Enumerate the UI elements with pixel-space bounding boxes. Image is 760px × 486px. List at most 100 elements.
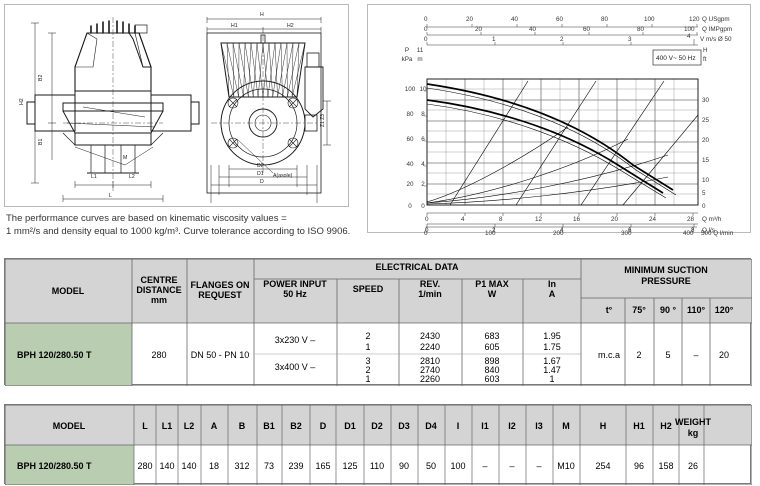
- svg-text:0: 0: [408, 203, 412, 210]
- svg-text:4: 4: [421, 161, 425, 168]
- svg-text:W: W: [488, 289, 497, 299]
- svg-text:DN 50 - PN 10: DN 50 - PN 10: [191, 350, 250, 360]
- svg-text:–: –: [509, 461, 514, 471]
- svg-text:Z1 Z3: Z1 Z3: [320, 114, 326, 127]
- svg-text:2: 2: [421, 181, 425, 188]
- svg-text:1: 1: [365, 342, 370, 352]
- svg-text:10: 10: [419, 86, 427, 93]
- svg-text:DISTANCE: DISTANCE: [136, 285, 181, 295]
- svg-text:605: 605: [484, 342, 499, 352]
- svg-text:158: 158: [658, 461, 673, 471]
- svg-text:–: –: [693, 350, 698, 360]
- svg-text:165: 165: [315, 461, 330, 471]
- svg-text:M10: M10: [557, 461, 575, 471]
- svg-text:312: 312: [234, 461, 249, 471]
- svg-text:11: 11: [417, 47, 424, 54]
- svg-text:0: 0: [424, 26, 428, 33]
- svg-text:5: 5: [665, 350, 670, 360]
- svg-text:1.95: 1.95: [543, 331, 561, 341]
- svg-text:125: 125: [342, 461, 357, 471]
- svg-text:D2: D2: [257, 163, 264, 169]
- svg-text:60: 60: [556, 16, 564, 23]
- svg-text:26: 26: [688, 461, 698, 471]
- svg-text:80: 80: [601, 16, 609, 23]
- svg-text:B1: B1: [38, 139, 44, 145]
- svg-text:24: 24: [649, 216, 657, 223]
- svg-text:I: I: [457, 421, 460, 431]
- svg-text:25: 25: [702, 117, 710, 124]
- svg-text:m: m: [417, 56, 422, 63]
- svg-text:MINIMUM SUCTION: MINIMUM SUCTION: [624, 265, 708, 275]
- svg-text:30: 30: [702, 97, 710, 104]
- svg-text:110°: 110°: [687, 305, 706, 315]
- svg-text:0: 0: [424, 36, 428, 43]
- svg-text:60: 60: [406, 136, 414, 143]
- svg-text:D: D: [260, 179, 264, 185]
- svg-text:3: 3: [628, 36, 632, 43]
- svg-text:D1: D1: [344, 421, 356, 431]
- svg-text:40: 40: [529, 26, 537, 33]
- svg-text:m.c.a: m.c.a: [598, 350, 620, 360]
- svg-text:P1 MAX: P1 MAX: [475, 279, 509, 289]
- svg-text:H: H: [600, 421, 607, 431]
- svg-text:90 °: 90 °: [660, 305, 677, 315]
- svg-text:L1: L1: [91, 174, 97, 180]
- svg-text:Q m³/h: Q m³/h: [702, 216, 722, 223]
- svg-text:B: B: [239, 421, 246, 431]
- svg-text:100: 100: [485, 230, 496, 237]
- svg-text:2430: 2430: [420, 331, 440, 341]
- svg-text:ELECTRICAL DATA: ELECTRICAL DATA: [376, 262, 459, 272]
- svg-text:H2: H2: [287, 23, 294, 29]
- svg-text:18: 18: [209, 461, 219, 471]
- svg-text:100: 100: [405, 86, 416, 93]
- svg-text:REQUEST: REQUEST: [198, 290, 242, 300]
- svg-text:140: 140: [181, 461, 196, 471]
- svg-text:2240: 2240: [420, 342, 440, 352]
- svg-text:4: 4: [687, 33, 691, 40]
- svg-text:B1: B1: [263, 421, 275, 431]
- svg-text:28: 28: [687, 216, 695, 223]
- svg-text:H2: H2: [19, 98, 25, 105]
- svg-text:10: 10: [702, 177, 710, 184]
- svg-text:96: 96: [634, 461, 644, 471]
- svg-text:4: 4: [461, 216, 465, 223]
- svg-text:D4: D4: [425, 421, 437, 431]
- svg-text:A: A: [549, 289, 556, 299]
- svg-text:MODEL: MODEL: [52, 286, 85, 296]
- svg-text:0: 0: [425, 216, 429, 223]
- svg-text:mm: mm: [151, 295, 167, 305]
- svg-text:12: 12: [535, 216, 543, 223]
- svg-text:20: 20: [475, 26, 483, 33]
- svg-text:20: 20: [611, 216, 619, 223]
- svg-text:SPEED: SPEED: [353, 284, 384, 294]
- svg-text:20: 20: [702, 137, 710, 144]
- svg-text:20: 20: [466, 16, 474, 23]
- svg-text:6: 6: [421, 136, 425, 143]
- svg-text:500 Q l/min: 500 Q l/min: [701, 230, 734, 237]
- svg-text:D1: D1: [257, 171, 264, 177]
- svg-text:A: A: [211, 421, 218, 431]
- svg-text:L2: L2: [184, 421, 195, 431]
- svg-text:I3: I3: [535, 421, 543, 431]
- svg-text:P: P: [405, 47, 409, 54]
- svg-text:0: 0: [702, 203, 706, 210]
- svg-text:H1: H1: [633, 421, 645, 431]
- svg-text:ft: ft: [703, 56, 707, 63]
- svg-text:M: M: [123, 155, 127, 161]
- svg-text:0: 0: [424, 230, 428, 237]
- svg-text:40: 40: [511, 16, 519, 23]
- svg-text:REV.: REV.: [420, 279, 440, 289]
- svg-text:280: 280: [151, 350, 166, 360]
- svg-text:100: 100: [450, 461, 465, 471]
- svg-text:239: 239: [288, 461, 303, 471]
- svg-text:1.75: 1.75: [543, 342, 561, 352]
- svg-text:8: 8: [499, 216, 503, 223]
- svg-text:280: 280: [137, 461, 152, 471]
- svg-text:H: H: [260, 12, 264, 18]
- svg-text:20: 20: [406, 181, 414, 188]
- svg-text:15: 15: [702, 157, 710, 164]
- svg-text:8: 8: [421, 111, 425, 118]
- svg-text:L1: L1: [162, 421, 173, 431]
- svg-text:683: 683: [484, 331, 499, 341]
- svg-text:B2: B2: [290, 421, 302, 431]
